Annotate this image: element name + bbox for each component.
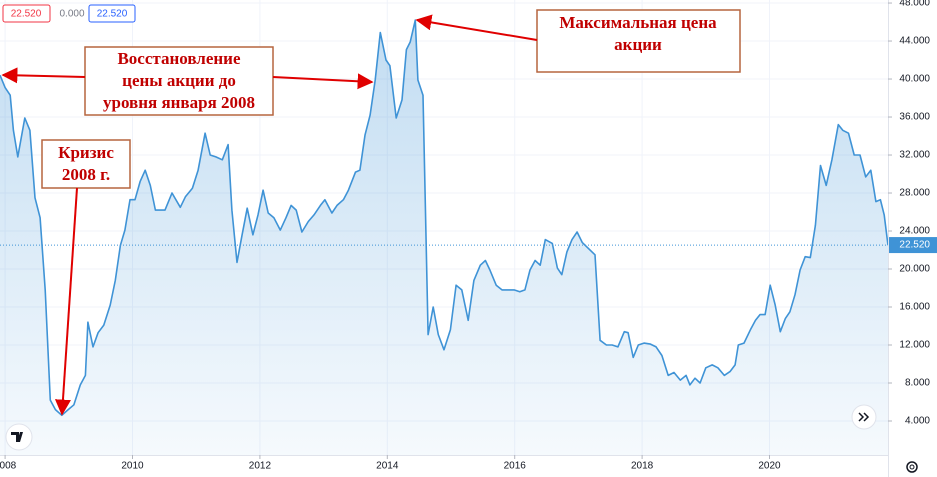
- header-value: 0.000: [59, 9, 84, 20]
- arrow: [415, 14, 538, 41]
- annotation-box: [41, 139, 131, 189]
- y-tick-label: 20.000: [899, 264, 930, 275]
- plot: [0, 19, 889, 455]
- logo-mark: [11, 432, 23, 442]
- y-tick-label: 24.000: [899, 226, 930, 237]
- area: [0, 20, 888, 455]
- x-tick-label: 2014: [376, 461, 399, 472]
- header-box: [2, 4, 51, 23]
- x-tick-label: 2016: [504, 461, 527, 472]
- annotation: Максимальная цена акции: [415, 9, 741, 73]
- y-tick-label: 28.000: [899, 188, 930, 199]
- annotation: Кризис 2008 г.: [41, 139, 131, 416]
- price-label: 22.520: [899, 240, 930, 251]
- header-value: 22.520: [97, 9, 128, 20]
- gear-hub: [909, 464, 915, 470]
- y-tick-label: 36.000: [899, 112, 930, 123]
- annotation: Восстановление цены акции до уровня янва…: [1, 46, 374, 116]
- annotation-text: уровня января 2008: [103, 93, 255, 112]
- annotation-text: Кризис: [58, 143, 114, 162]
- annotation-text: Максимальная цена: [559, 13, 717, 32]
- line: [0, 19, 889, 417]
- annotation-box: [84, 46, 274, 116]
- annotation-text: Восстановление: [117, 49, 240, 68]
- header-value: 22.520: [11, 9, 42, 20]
- header: 22.520 0.000 22.520: [2, 4, 136, 23]
- y-tick-label: 48.000: [899, 0, 930, 9]
- y-tick-label: 44.000: [899, 36, 930, 47]
- y-tick-label: 40.000: [899, 74, 930, 85]
- button-icon: [858, 412, 870, 422]
- x-tick-label: 2012: [249, 461, 272, 472]
- arrow: [54, 187, 78, 416]
- annotation-text: цены акции до: [122, 71, 236, 90]
- y-tick-label: 12.000: [899, 340, 930, 351]
- annotation-text: акции: [614, 35, 662, 54]
- arrow: [272, 73, 374, 90]
- y-tick-label: 32.000: [899, 150, 930, 161]
- price-label-box: [889, 237, 937, 254]
- y-tick-label: 8.000: [905, 378, 930, 389]
- arrow: [1, 67, 86, 84]
- annotation-text: 2008 г.: [62, 165, 110, 184]
- x-tick-label: 2010: [121, 461, 144, 472]
- gear: [906, 461, 918, 473]
- x-tick-label: 2020: [758, 461, 781, 472]
- header-box: [88, 4, 136, 23]
- scroll-button[interactable]: [851, 404, 877, 430]
- annotation-box: [536, 9, 741, 73]
- y-tick-label: 4.000: [905, 416, 930, 427]
- logo[interactable]: [5, 423, 33, 451]
- x-tick-label: 2008: [0, 461, 17, 472]
- y-tick-label: 16.000: [899, 302, 930, 313]
- settings-button[interactable]: [906, 461, 918, 473]
- x-tick-label: 2018: [631, 461, 654, 472]
